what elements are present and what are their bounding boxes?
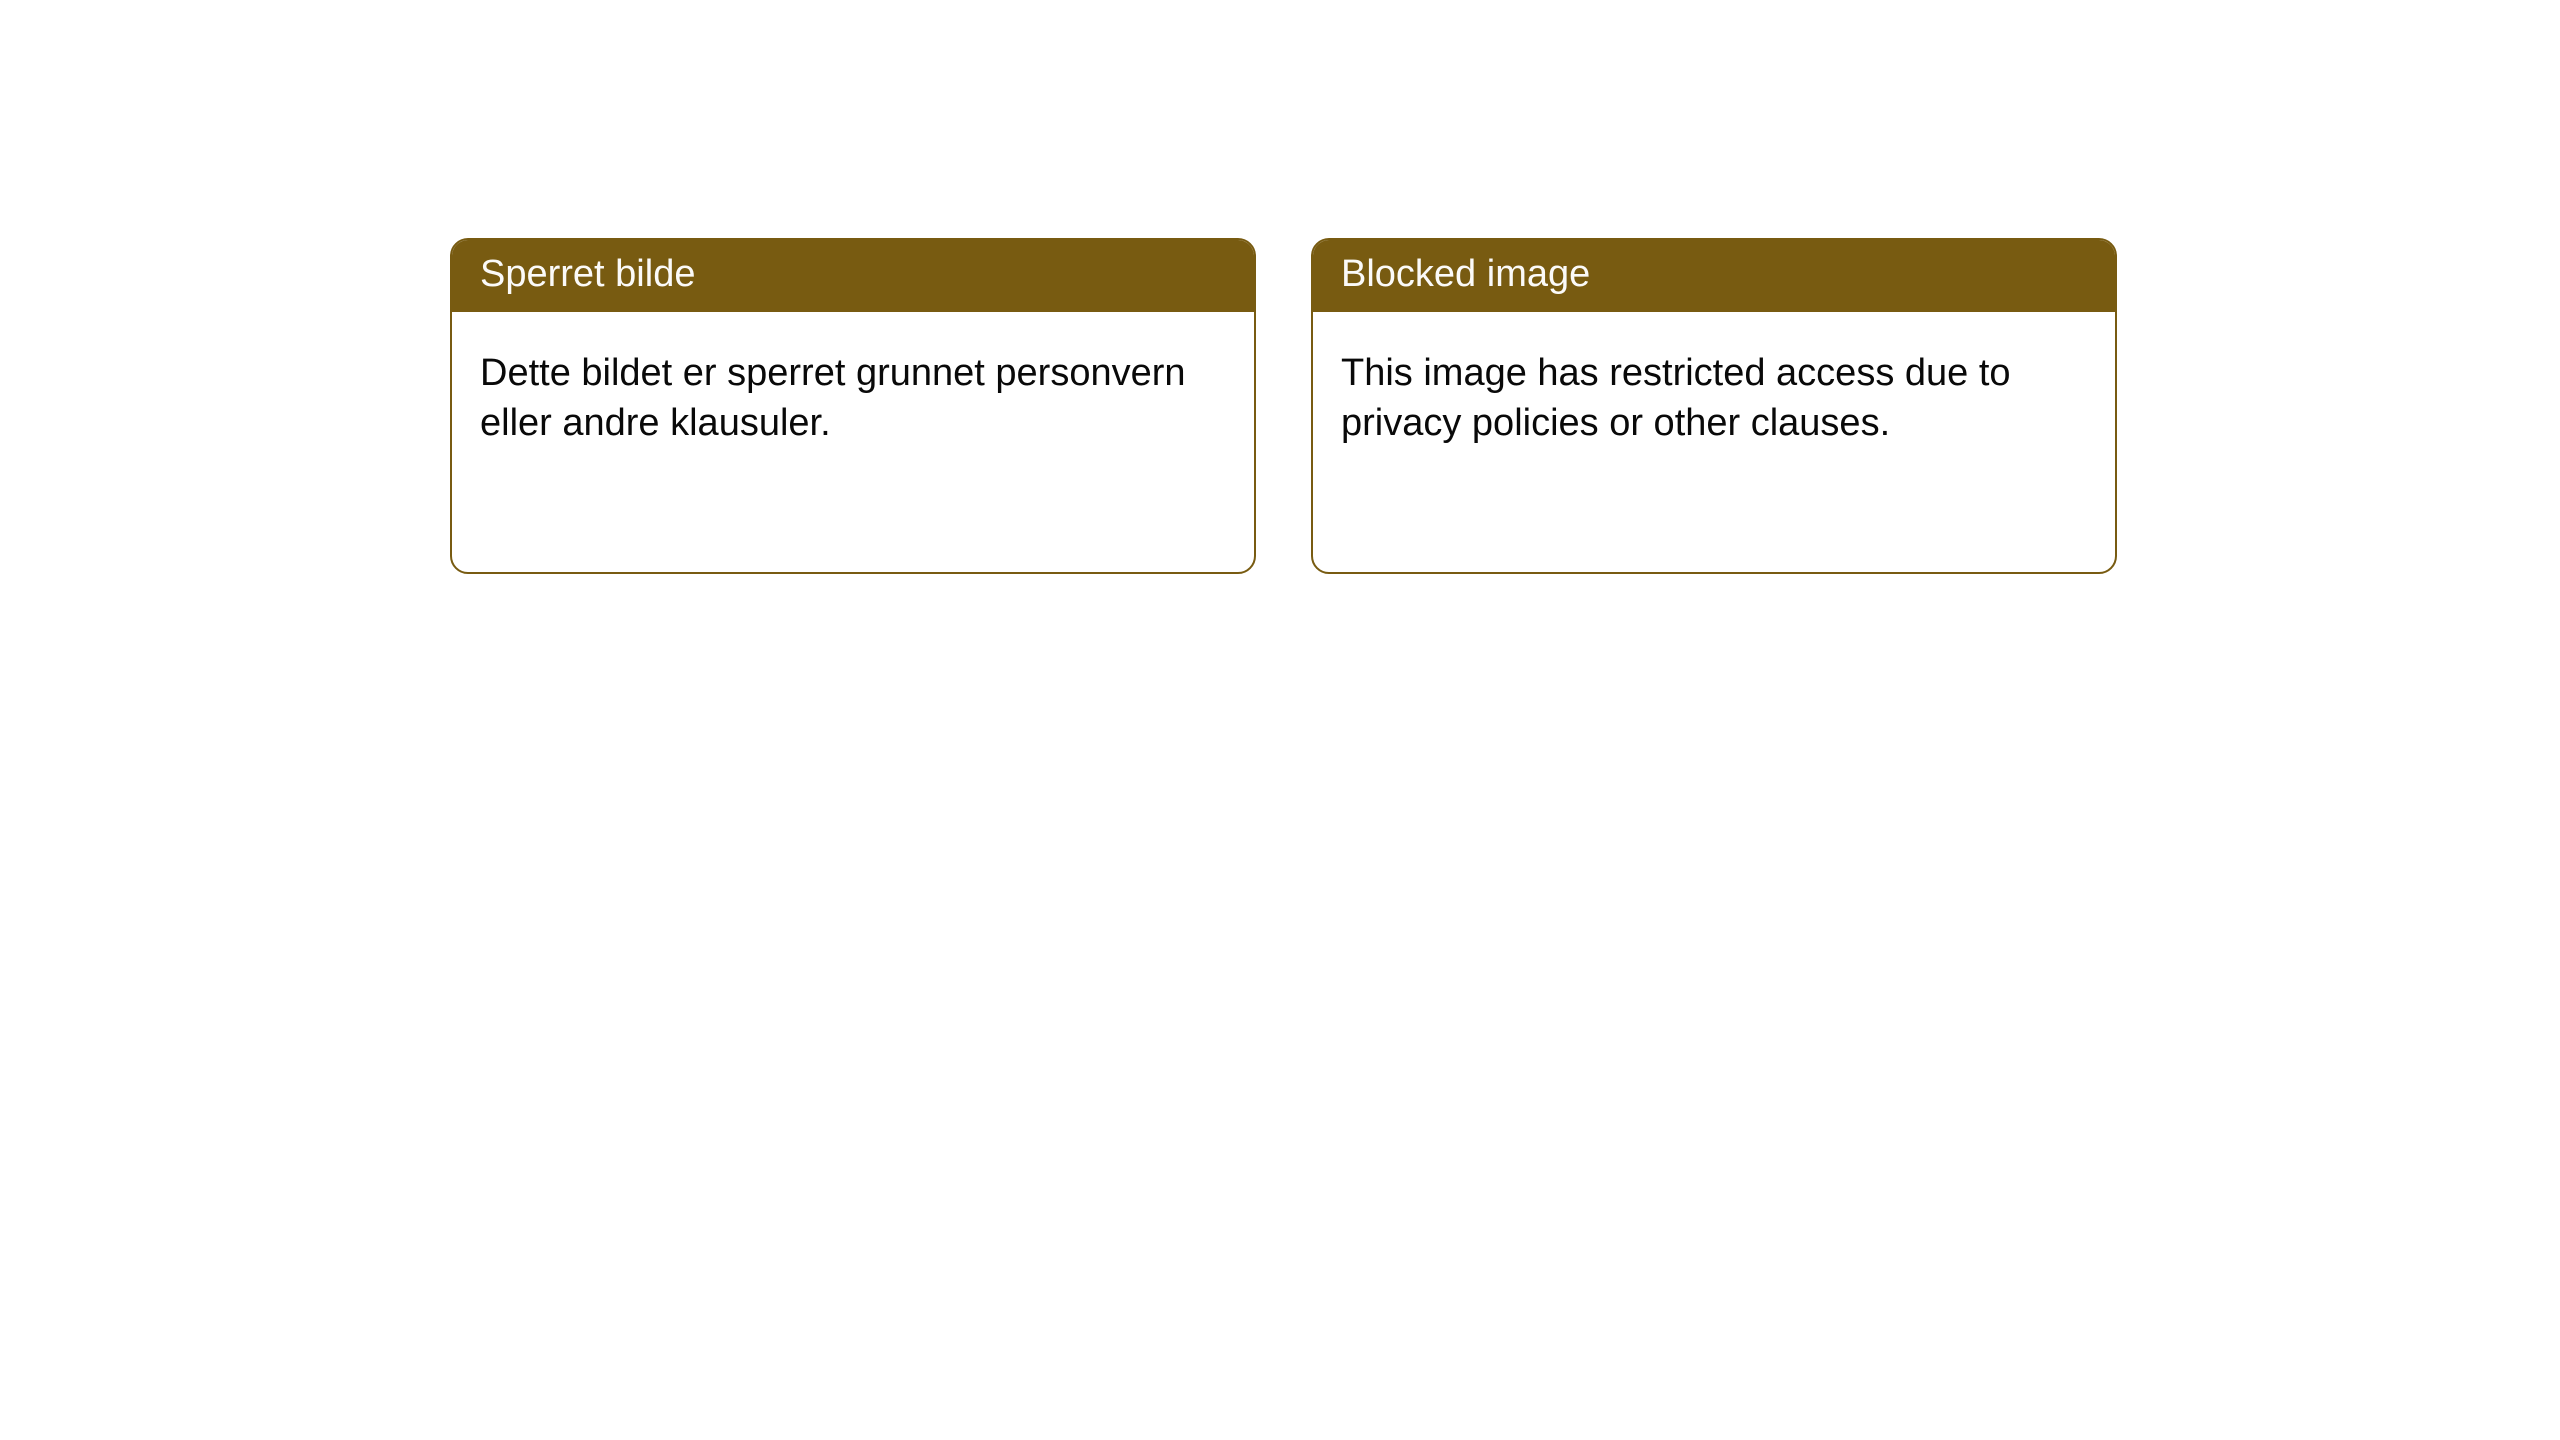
card-text: This image has restricted access due to … (1341, 348, 2087, 449)
card-body: Dette bildet er sperret grunnet personve… (452, 312, 1254, 489)
cards-container: Sperret bilde Dette bildet er sperret gr… (0, 0, 2560, 574)
card-header: Blocked image (1313, 240, 2115, 312)
card-text: Dette bildet er sperret grunnet personve… (480, 348, 1226, 449)
card-body: This image has restricted access due to … (1313, 312, 2115, 489)
card-title: Sperret bilde (480, 252, 1226, 298)
blocked-image-card-no: Sperret bilde Dette bildet er sperret gr… (450, 238, 1256, 574)
blocked-image-card-en: Blocked image This image has restricted … (1311, 238, 2117, 574)
card-header: Sperret bilde (452, 240, 1254, 312)
card-title: Blocked image (1341, 252, 2087, 298)
